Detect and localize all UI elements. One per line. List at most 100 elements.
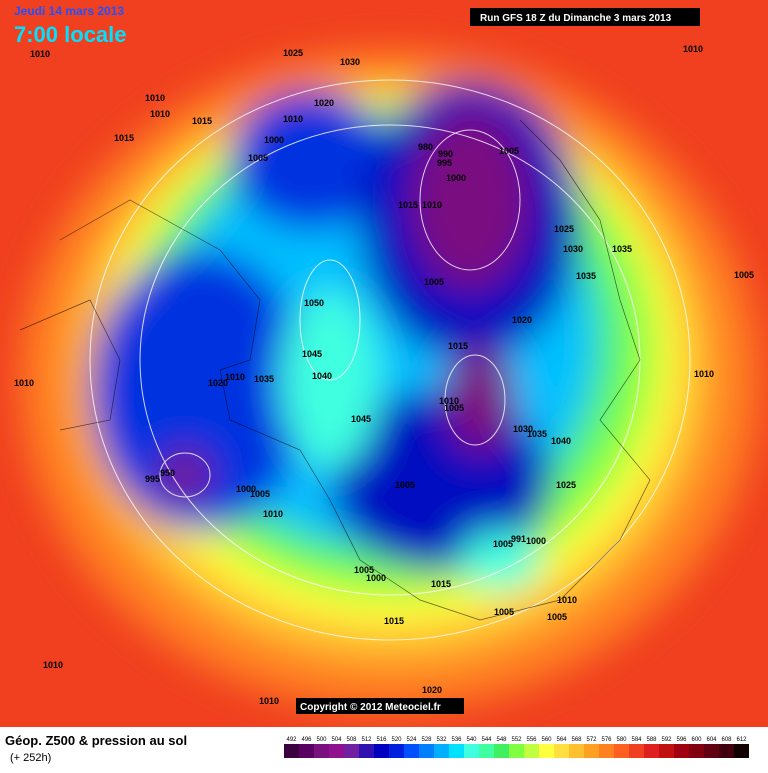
scale-swatch [344,744,359,758]
scale-swatch [554,744,569,758]
scale-label: 568 [571,737,582,743]
footer-title: Géop. Z500 & pression au sol [5,733,187,748]
scale-swatch [374,744,389,758]
isobar-label: 1015 [398,200,418,210]
isobar-label: 1040 [312,371,332,381]
isobar-label: 1045 [351,414,371,424]
isobar-label: 1035 [527,429,547,439]
scale-label: 548 [496,737,507,743]
scale-swatch [674,744,689,758]
isobar-label: 1000 [366,573,386,583]
scale-swatch [509,744,524,758]
isobar-label: 1015 [431,579,451,589]
isobar-label: 1010 [43,660,63,670]
scale-label: 524 [406,737,417,743]
scale-swatch [329,744,344,758]
isobar-label: 1035 [612,244,632,254]
scale-label: 504 [331,737,342,743]
isobar-label: 991 [511,534,526,544]
scale-label: 540 [466,737,477,743]
isobar-label: 1010 [259,696,279,706]
scale-label: 508 [346,737,357,743]
scale-swatch [539,744,554,758]
time: 7:00 locale [14,22,127,47]
scale-swatch [314,744,329,758]
scale-swatch [629,744,644,758]
scale-label: 604 [706,737,717,743]
isobar-label: 1005 [248,153,268,163]
isobar-label: 1005 [444,403,464,413]
isobar-label: 1005 [499,146,519,156]
isobar-label: 1000 [526,536,546,546]
isobar-label: 1020 [208,378,228,388]
run-box [470,8,700,26]
scale-swatch [599,744,614,758]
isobar-label: 1035 [254,374,274,384]
isobar-label: 1010 [225,372,245,382]
isobar-label: 1010 [422,200,442,210]
isobar-label: 1010 [263,509,283,519]
isobar-label: 990 [438,149,453,159]
scale-label: 552 [511,737,522,743]
scale-label: 592 [661,737,672,743]
scale-label: 500 [316,737,327,743]
isobar-label: 1010 [30,49,50,59]
isobar-label: 1010 [439,396,459,406]
isobar-label: 1035 [576,271,596,281]
scale-label: 544 [481,737,492,743]
isobar-label: 1005 [734,270,754,280]
isobar-label: 1015 [384,616,404,626]
isobar-label: 980 [418,142,433,152]
isobar-label: 1005 [250,489,270,499]
scale-label: 564 [556,737,567,743]
isobar-label: 1005 [494,607,514,617]
scale-swatch [284,744,299,758]
isobar-label: 1020 [314,98,334,108]
isobar-label: 1010 [557,595,577,605]
field [0,0,768,727]
scale-label: 492 [286,737,297,743]
scale-swatch [704,744,719,758]
scale-label: 612 [736,737,747,743]
isobar-label: 1020 [512,315,532,325]
isobar-label: 1025 [554,224,574,234]
date: Jeudi 14 mars 2013 [14,4,124,18]
scale-swatch [299,744,314,758]
scale-label: 576 [601,737,612,743]
scale-swatch [524,744,539,758]
scale-label: 536 [451,737,462,743]
scale-label: 496 [301,737,312,743]
scale-swatch [719,744,734,758]
scale-swatch [419,744,434,758]
isobar-label: 1010 [694,369,714,379]
isobar-label: 1000 [236,484,256,494]
scale-swatch [569,744,584,758]
isobar-label: 1000 [446,173,466,183]
scale-label: 584 [631,737,642,743]
isobar-label: 1015 [114,133,134,143]
isobar-label: 1030 [563,244,583,254]
isobar-label: 1050 [304,298,324,308]
scale-label: 596 [676,737,687,743]
scale-swatch [404,744,419,758]
isobar-label: 950 [160,468,175,478]
isobar-label: 1040 [551,436,571,446]
scale-swatch [434,744,449,758]
scale-label: 588 [646,737,657,743]
isobar-label: 1005 [354,565,374,575]
scale-label: 516 [376,737,387,743]
scale-swatch [689,744,704,758]
scale-label: 600 [691,737,702,743]
isobar-label: 1020 [422,685,442,695]
scale-swatch [389,744,404,758]
isobar-label: 1045 [302,349,322,359]
isobar-label: 1010 [283,114,303,124]
scale-swatch [479,744,494,758]
isobar-label: 1025 [556,480,576,490]
isobar-label: 1030 [513,424,533,434]
isobar-label: 1010 [14,378,34,388]
scale-label: 520 [391,737,402,743]
scale-swatch [359,744,374,758]
